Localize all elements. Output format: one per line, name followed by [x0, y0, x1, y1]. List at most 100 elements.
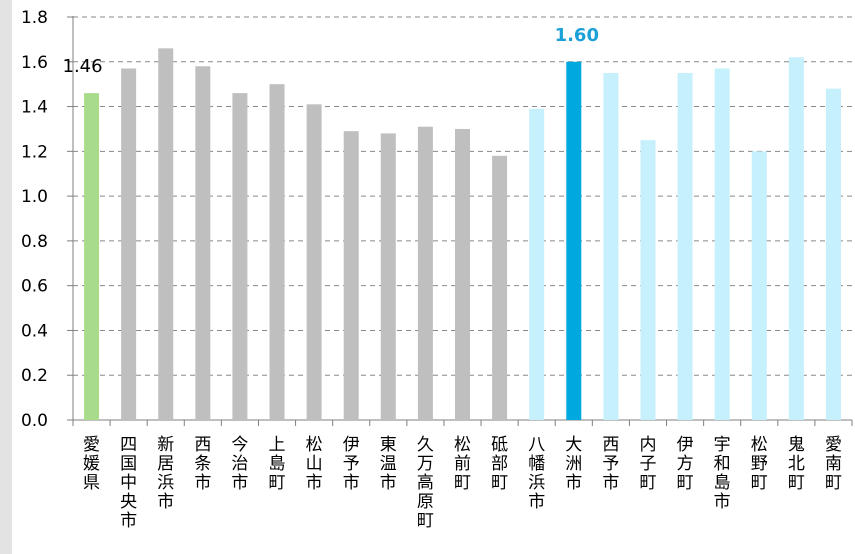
x-category-char: 浜 [157, 473, 174, 493]
y-tick-label: 0.2 [21, 366, 48, 386]
x-category-char: 子 [639, 454, 656, 474]
x-category-char: 今 [231, 435, 248, 455]
x-category-char: 中 [120, 473, 137, 493]
x-category-label: 八幡浜市 [528, 435, 545, 512]
x-category-char: 内 [639, 435, 656, 455]
y-tick-label: 1.4 [21, 98, 48, 118]
x-category-char: 西 [194, 435, 211, 455]
x-category-char: 町 [491, 473, 508, 493]
x-category-char: 市 [120, 511, 137, 531]
data-label: 1.60 [555, 25, 599, 46]
bar [640, 140, 656, 420]
x-category-label: 西予市 [602, 435, 619, 493]
x-category-char: 愛 [83, 435, 100, 455]
bar [603, 72, 619, 420]
x-category-char: 市 [528, 492, 545, 512]
x-category-char: 市 [231, 473, 248, 493]
x-category-char: 町 [454, 473, 471, 493]
y-tick-label: 0.6 [21, 277, 48, 297]
bar [306, 104, 322, 421]
x-category-label: 松野町 [751, 435, 768, 493]
x-category-char: 松 [751, 435, 768, 455]
x-category-char: 原 [417, 492, 434, 512]
x-category-label: 松山市 [306, 435, 323, 493]
x-category-char: 東 [380, 435, 397, 455]
x-category-char: 南 [825, 454, 842, 474]
bar [566, 61, 582, 421]
y-tick-label: 1.8 [21, 8, 48, 28]
x-category-char: 北 [788, 454, 805, 474]
x-category-char: 町 [417, 511, 434, 531]
x-category-char: 予 [343, 454, 360, 474]
x-category-char: 松 [306, 435, 323, 455]
bar [492, 155, 508, 421]
x-category-label: 愛媛県 [83, 435, 100, 493]
x-category-char: 四 [120, 435, 137, 455]
x-category-char: 市 [565, 473, 582, 493]
bar [195, 66, 211, 420]
x-category-char: 市 [602, 473, 619, 493]
y-tick-label: 1.0 [21, 187, 48, 207]
x-category-char: 市 [343, 473, 360, 493]
x-category-char: 西 [602, 435, 619, 455]
x-category-char: 宇 [714, 435, 731, 455]
x-category-char: 八 [528, 435, 545, 455]
x-category-char: 町 [788, 473, 805, 493]
y-tick-label: 0.4 [21, 321, 48, 341]
x-category-char: 上 [269, 435, 286, 455]
bar [158, 48, 174, 420]
x-category-char: 山 [306, 454, 323, 474]
x-category-label: 大洲市 [565, 435, 582, 493]
x-category-char: 県 [83, 473, 100, 493]
x-category-char: 浜 [528, 473, 545, 493]
y-tick-label: 1.2 [21, 142, 48, 162]
x-category-char: 幡 [528, 454, 545, 474]
x-category-label: 愛南町 [825, 435, 842, 493]
x-category-char: 予 [602, 454, 619, 474]
x-category-label: 東温市 [380, 435, 397, 493]
x-category-char: 久 [417, 435, 434, 455]
x-category-char: 温 [380, 454, 397, 474]
x-category-label: 伊方町 [677, 435, 694, 493]
x-category-char: 洲 [565, 454, 582, 474]
y-tick-label: 0.0 [21, 411, 48, 431]
x-category-label: 今治市 [231, 435, 248, 493]
x-category-char: 市 [380, 473, 397, 493]
bar [714, 68, 730, 420]
x-category-char: 媛 [83, 454, 100, 474]
x-category-label: 松前町 [454, 435, 471, 493]
x-category-char: 砥 [491, 435, 508, 455]
x-category-char: 市 [714, 492, 731, 512]
x-category-label: 内子町 [639, 435, 656, 493]
x-category-char: 居 [157, 454, 174, 474]
x-category-label: 宇和島市 [714, 435, 731, 512]
bar [529, 108, 545, 421]
x-category-char: 市 [306, 473, 323, 493]
x-category-label: 伊予市 [343, 435, 360, 493]
x-category-char: 前 [454, 454, 471, 474]
x-category-label: 鬼北町 [788, 435, 805, 493]
x-category-label: 四国中央市 [120, 435, 137, 531]
bar [677, 72, 693, 420]
bar [84, 93, 100, 420]
x-category-char: 野 [751, 454, 768, 474]
x-category-char: 高 [417, 473, 434, 493]
x-category-char: 町 [269, 473, 286, 493]
x-category-char: 条 [194, 454, 211, 474]
x-category-label: 新居浜市 [157, 435, 174, 512]
x-category-char: 大 [565, 435, 582, 455]
x-category-char: 町 [639, 473, 656, 493]
bar [380, 133, 396, 420]
x-category-char: 松 [454, 435, 471, 455]
x-category-char: 島 [269, 454, 286, 474]
bar [751, 151, 767, 421]
x-category-char: 部 [491, 454, 508, 474]
y-tick-label: 1.6 [21, 53, 48, 73]
x-category-char: 愛 [825, 435, 842, 455]
x-category-char: 国 [120, 454, 137, 474]
x-category-char: 治 [231, 454, 248, 474]
x-category-label: 久万高原町 [417, 435, 434, 531]
data-label: 1.46 [63, 56, 103, 77]
